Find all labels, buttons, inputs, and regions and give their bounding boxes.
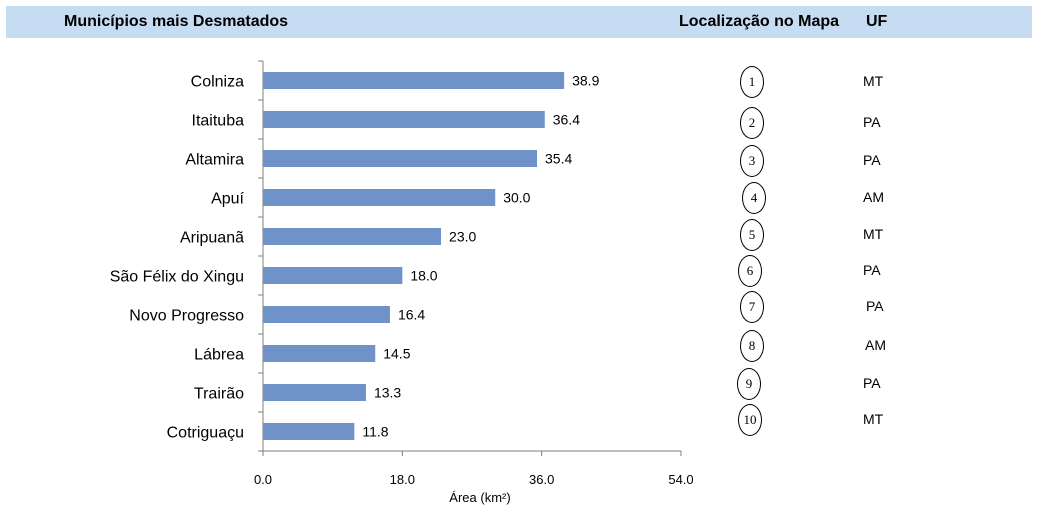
uf-value: PA (863, 152, 881, 168)
data-label: 23.0 (449, 229, 476, 245)
uf-value: MT (863, 226, 884, 242)
category-label: Trairão (194, 386, 244, 403)
bar (263, 150, 538, 167)
bar (263, 267, 403, 284)
map-number-circle: 7 (740, 291, 764, 323)
bar (263, 306, 390, 323)
x-tick-label: 54.0 (668, 472, 693, 487)
bar (263, 423, 355, 440)
data-label: 18.0 (410, 268, 437, 284)
map-number-circle: 2 (740, 107, 764, 139)
bar (263, 228, 442, 245)
data-label: 13.3 (374, 385, 401, 401)
bar (263, 111, 545, 128)
category-label: Altamira (185, 152, 244, 169)
data-label: 14.5 (383, 346, 410, 362)
category-label: Cotriguaçu (167, 425, 244, 442)
map-number-circle: 8 (740, 330, 764, 362)
x-tick-label: 18.0 (390, 472, 415, 487)
category-label: Aripuanã (180, 230, 244, 247)
map-number-circle: 3 (740, 145, 764, 177)
uf-value: AM (863, 189, 884, 205)
data-label: 36.4 (553, 112, 580, 128)
category-label: Lábrea (194, 347, 244, 364)
header-band (6, 6, 1032, 38)
map-number-circle: 5 (740, 219, 764, 251)
uf-value: MT (863, 73, 884, 89)
map-number-circle: 6 (738, 255, 762, 287)
uf-value: PA (863, 375, 881, 391)
uf-value: PA (866, 298, 884, 314)
map-number-circle: 9 (737, 368, 761, 400)
data-label: 38.9 (572, 73, 599, 89)
map-location-header: Localização no Mapa (679, 13, 840, 30)
category-label: São Félix do Xingu (110, 269, 244, 286)
x-tick-label: 36.0 (529, 472, 554, 487)
data-label: 11.8 (362, 424, 388, 440)
uf-value: PA (863, 114, 881, 130)
map-number-circle: 10 (738, 404, 762, 436)
bar (263, 189, 496, 206)
bar (263, 384, 366, 401)
chart-title: Municípios mais Desmatados (64, 13, 289, 30)
bar (263, 345, 376, 362)
category-label: Colniza (191, 74, 244, 91)
uf-value: PA (863, 262, 881, 278)
data-label: 30.0 (503, 190, 530, 206)
bar-chart: 0.0 18.0 36.0 54.0 Área (km²) Colniza 38.9 Itai… (110, 60, 694, 505)
category-label: Itaituba (192, 113, 245, 130)
x-tick-label: 0.0 (254, 472, 272, 487)
category-label: Apuí (211, 191, 244, 208)
uf-header: UF (866, 13, 888, 30)
map-number-circle: 1 (740, 66, 764, 98)
category-label: Novo Progresso (129, 308, 244, 325)
data-label: 16.4 (398, 307, 425, 323)
data-label: 35.4 (545, 151, 572, 167)
map-number-circle: 4 (742, 182, 766, 214)
bar (263, 72, 565, 89)
uf-value: AM (865, 337, 886, 353)
uf-value: MT (863, 411, 884, 427)
x-axis-title: Área (km²) (449, 490, 510, 505)
